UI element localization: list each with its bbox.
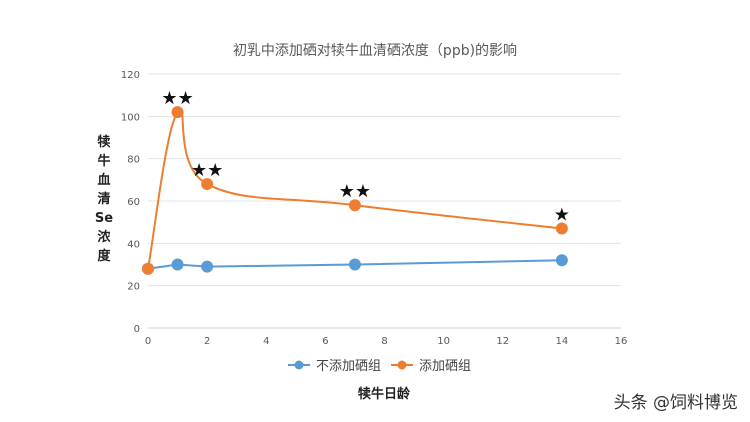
x-axis-label: 犊牛日龄 <box>358 386 411 402</box>
y-axis-label-char: Se <box>95 211 113 226</box>
x-tick-label: 4 <box>263 336 269 347</box>
y-tick-label: 40 <box>127 239 140 250</box>
x-tick-label: 6 <box>322 336 328 347</box>
y-axis-label-char: 浓 <box>97 229 111 245</box>
series <box>142 106 568 275</box>
data-point <box>142 262 154 275</box>
data-point <box>201 178 214 191</box>
legend-item: 不添加硒组 <box>288 359 381 374</box>
significance-marker: ★ <box>554 205 570 226</box>
x-tick-label: 12 <box>496 336 509 347</box>
y-axis-label-char: 清 <box>97 191 110 207</box>
data-point <box>201 260 214 273</box>
x-tick-label: 10 <box>437 336 450 347</box>
y-tick-label: 100 <box>121 112 140 123</box>
legend-marker <box>397 360 407 370</box>
x-tick-label: 8 <box>381 336 387 347</box>
legend-item: 添加硒组 <box>391 359 471 374</box>
y-axis-label-char: 血 <box>97 172 110 188</box>
legend-label: 添加硒组 <box>419 359 471 374</box>
data-point <box>555 254 568 267</box>
y-axis-label-char: 犊 <box>97 134 110 150</box>
significance-marker: ★★ <box>161 88 193 109</box>
y-axis-label-char: 牛 <box>97 153 110 169</box>
y-axis-label-char: 度 <box>97 248 111 264</box>
y-tick-label: 60 <box>127 197 140 208</box>
data-point <box>348 258 361 271</box>
significance-marker: ★★ <box>339 181 371 202</box>
data-point <box>171 106 184 119</box>
y-tick-label: 80 <box>127 155 140 166</box>
significance-marker: ★★ <box>191 160 223 181</box>
series-group <box>142 106 568 275</box>
x-tick-label: 0 <box>145 336 151 347</box>
legend: 不添加硒组 添加硒组 <box>288 359 471 374</box>
annotations: ★★★★★★★ <box>161 88 570 225</box>
x-tick-label: 2 <box>204 336 210 347</box>
legend-marker <box>294 360 304 370</box>
y-axis-label: 犊牛血清 Se 浓度 <box>95 134 113 264</box>
series-group <box>142 254 568 275</box>
data-point <box>555 222 568 235</box>
data-point <box>171 258 184 271</box>
watermark: 头条 @饲料博览 <box>614 393 738 413</box>
gridlines <box>148 73 621 287</box>
legend-label: 不添加硒组 <box>316 359 381 374</box>
y-tick-label: 20 <box>127 282 140 293</box>
x-tick-label: 16 <box>615 336 628 347</box>
tick-labels: 0 20 40 60 80 100 120 0 2 4 6 8 10 12 14 16 <box>121 70 627 347</box>
x-tick-label: 14 <box>556 336 569 347</box>
y-tick-label: 120 <box>121 70 140 81</box>
data-point <box>348 199 361 212</box>
chart-title: 初乳中添加硒对犊牛血清硒浓度（ppb)的影响 <box>233 42 517 59</box>
y-tick-label: 0 <box>134 324 140 335</box>
